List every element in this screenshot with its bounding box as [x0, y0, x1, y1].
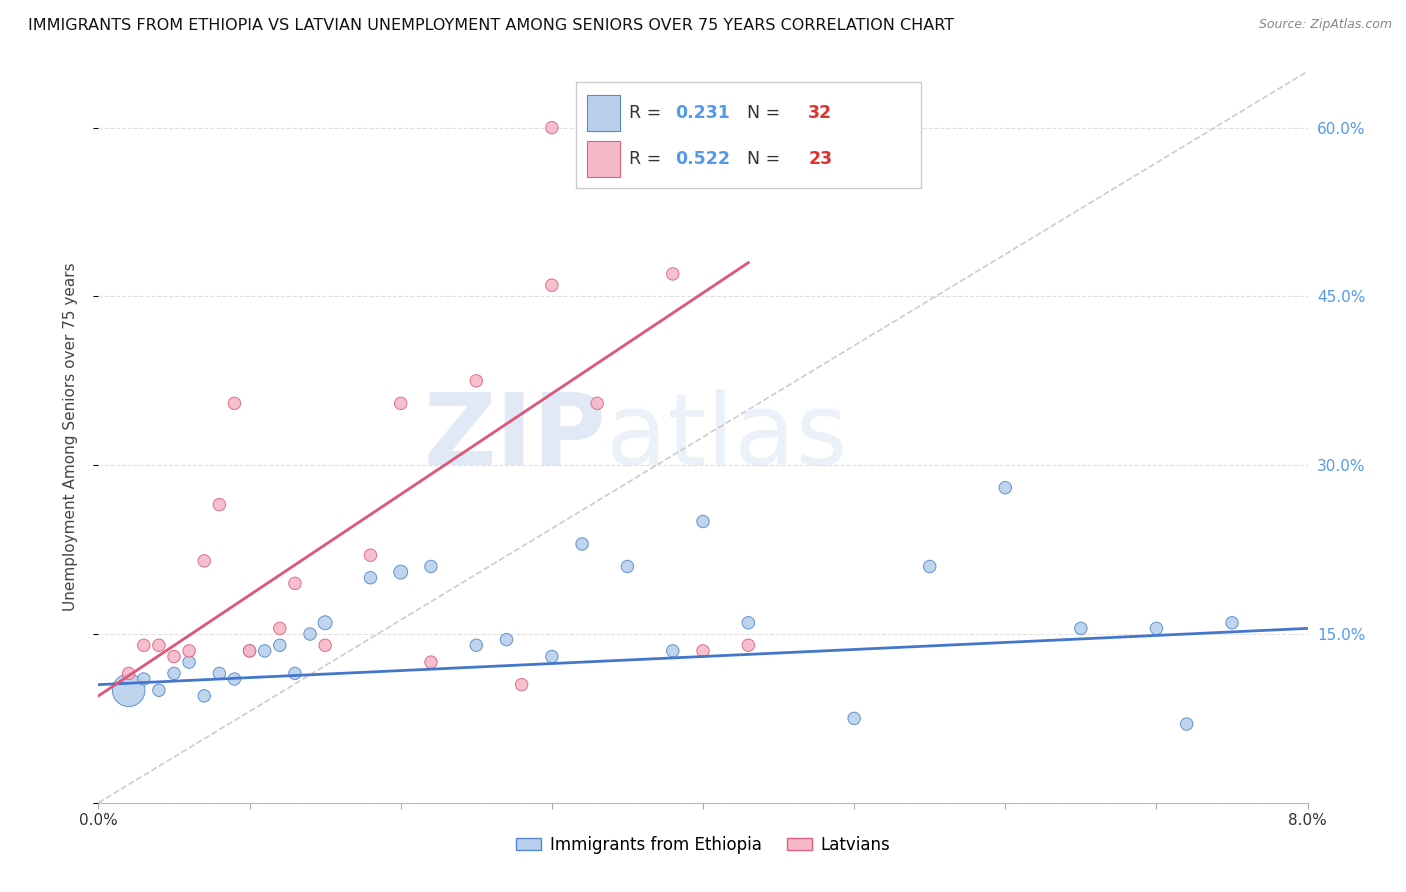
Point — [465, 638, 488, 652]
Point — [661, 644, 683, 658]
Point — [510, 678, 533, 692]
Point — [616, 559, 638, 574]
Point — [284, 576, 307, 591]
Point — [1175, 717, 1198, 731]
Point — [844, 711, 866, 725]
Point — [360, 571, 382, 585]
Point — [389, 565, 412, 579]
Point — [193, 689, 215, 703]
Point — [571, 537, 593, 551]
Point — [269, 621, 291, 635]
Text: 32: 32 — [808, 104, 832, 122]
Point — [284, 666, 307, 681]
Point — [540, 278, 562, 293]
Point — [1220, 615, 1243, 630]
Point — [1146, 621, 1168, 635]
Point — [208, 498, 231, 512]
Text: 0.231: 0.231 — [675, 104, 730, 122]
Point — [918, 559, 941, 574]
Point — [163, 666, 186, 681]
Point — [420, 559, 443, 574]
Point — [465, 374, 488, 388]
Text: 0.522: 0.522 — [675, 150, 730, 168]
Point — [179, 655, 201, 669]
Point — [208, 666, 231, 681]
Point — [495, 632, 517, 647]
Text: R =: R = — [630, 104, 666, 122]
Bar — [576, 82, 921, 188]
Point — [661, 267, 683, 281]
Point — [299, 627, 322, 641]
Point — [737, 615, 759, 630]
Text: IMMIGRANTS FROM ETHIOPIA VS LATVIAN UNEMPLOYMENT AMONG SENIORS OVER 75 YEARS COR: IMMIGRANTS FROM ETHIOPIA VS LATVIAN UNEM… — [28, 18, 955, 33]
Text: N =: N = — [735, 150, 786, 168]
Point — [224, 672, 246, 686]
Point — [994, 481, 1017, 495]
Point — [314, 638, 336, 652]
Point — [360, 548, 382, 562]
Point — [239, 644, 262, 658]
Y-axis label: Unemployment Among Seniors over 75 years: Unemployment Among Seniors over 75 years — [63, 263, 77, 611]
Point — [586, 396, 609, 410]
Legend: Immigrants from Ethiopia, Latvians: Immigrants from Ethiopia, Latvians — [510, 829, 896, 860]
Point — [239, 644, 262, 658]
Text: atlas: atlas — [606, 389, 848, 485]
Point — [148, 683, 170, 698]
Point — [737, 638, 759, 652]
Text: ZIP: ZIP — [423, 389, 606, 485]
Point — [540, 649, 562, 664]
Point — [253, 644, 276, 658]
Text: R =: R = — [630, 150, 666, 168]
Point — [692, 515, 714, 529]
Point — [314, 615, 336, 630]
Point — [132, 672, 155, 686]
Text: N =: N = — [735, 104, 786, 122]
Point — [269, 638, 291, 652]
Point — [132, 638, 155, 652]
Bar — [586, 95, 620, 131]
Point — [118, 683, 141, 698]
Point — [118, 666, 141, 681]
Point — [163, 649, 186, 664]
Point — [1070, 621, 1092, 635]
Point — [389, 396, 412, 410]
Point — [193, 554, 215, 568]
Point — [540, 120, 562, 135]
Text: Source: ZipAtlas.com: Source: ZipAtlas.com — [1258, 18, 1392, 31]
Point — [692, 644, 714, 658]
Bar — [586, 141, 620, 178]
Point — [224, 396, 246, 410]
Text: 23: 23 — [808, 150, 832, 168]
Point — [148, 638, 170, 652]
Point — [179, 644, 201, 658]
Point — [420, 655, 443, 669]
